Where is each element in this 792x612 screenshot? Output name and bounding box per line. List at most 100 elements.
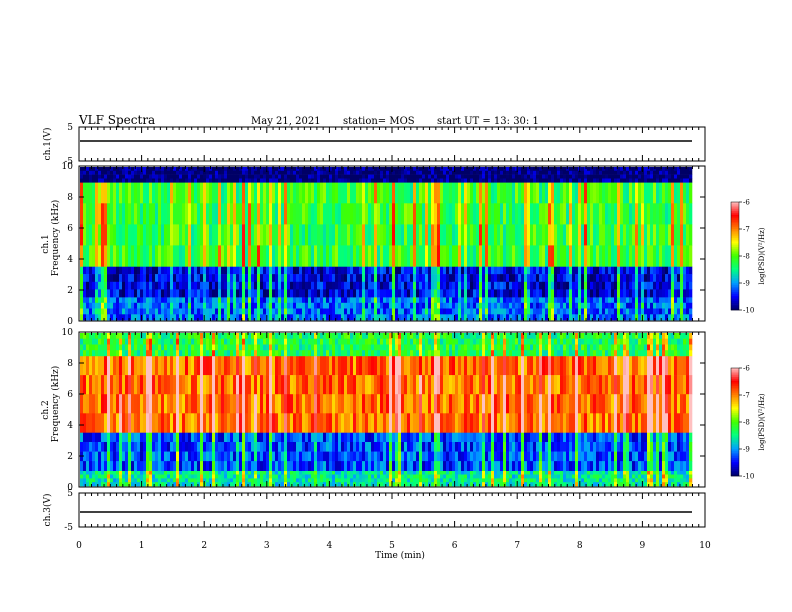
spectrogram-cell (332, 266, 336, 275)
spectrogram-cell (611, 182, 615, 204)
spectrogram-cell (428, 289, 432, 298)
spectrogram-cell (356, 224, 360, 246)
spectrogram-cell (335, 344, 339, 351)
spectrogram-cell (554, 245, 558, 267)
spectrogram-cell (641, 302, 645, 309)
spectrogram-cell (137, 375, 141, 395)
spectrogram-cell (575, 203, 579, 225)
spectrogram-cell (656, 289, 660, 298)
spectrogram-cell (572, 314, 576, 321)
spectrogram-cell (533, 224, 537, 246)
spectrogram-cell (383, 182, 387, 204)
spectrogram-cell (398, 375, 402, 395)
spectrogram-cell (203, 451, 207, 462)
spectrogram-cell (158, 266, 162, 275)
spectrogram-cell (503, 289, 507, 298)
spectrogram-cell (446, 174, 450, 179)
spectrogram-cell (530, 281, 534, 290)
spectrogram-cell (215, 182, 219, 204)
spectrogram-cell (200, 350, 204, 357)
spectrogram-cell (263, 314, 267, 321)
spectrogram-cell (569, 281, 573, 290)
spectrogram-cell (86, 170, 90, 175)
spectrogram-cell (512, 178, 516, 183)
spectrogram-cell (140, 174, 144, 179)
spectrogram-cell (359, 245, 363, 267)
spectrogram-cell (170, 178, 174, 183)
spectrogram-cell (329, 302, 333, 309)
spectrogram-cell (494, 302, 498, 309)
spectrogram-cell (125, 314, 129, 321)
spectrogram-cell (401, 413, 405, 433)
spectrogram-cell (386, 432, 390, 443)
spectrogram-cell (680, 297, 684, 304)
spectrogram-cell (98, 413, 102, 433)
spectrogram-cell (251, 182, 255, 204)
spectrogram-cell (527, 314, 531, 321)
spectrogram-cell (449, 281, 453, 290)
spectrogram-cell (437, 178, 441, 183)
spectrogram-cell (92, 350, 96, 357)
spectrogram-cell (356, 470, 360, 475)
spectrogram-cell (488, 203, 492, 225)
spectrogram-cell (440, 224, 444, 246)
spectrogram-cell (80, 478, 84, 483)
spectrogram-cell (290, 314, 294, 321)
spectrogram-cell (104, 432, 108, 443)
spectrogram-cell (680, 245, 684, 267)
spectrogram-cell (209, 308, 213, 315)
spectrogram-cell (239, 375, 243, 395)
spectrogram-cell (302, 470, 306, 475)
spectrogram-cell (458, 266, 462, 275)
spectrogram-cell (620, 266, 624, 275)
spectrogram-cell (80, 474, 84, 479)
spectrogram-cell (128, 178, 132, 183)
spectrogram-cell (194, 432, 198, 443)
spectrogram-cell (266, 482, 270, 487)
spectrogram-cell (329, 266, 333, 275)
spectrogram-cell (425, 182, 429, 204)
spectrogram-cell (386, 451, 390, 462)
spectrogram-cell (503, 314, 507, 321)
spectrogram-cell (299, 314, 303, 321)
spectrogram-cell (497, 281, 501, 290)
spectrogram-cell (359, 478, 363, 483)
spectrogram-cell (113, 470, 117, 475)
spectrogram-cell (272, 170, 276, 175)
spectrogram-cell (263, 308, 267, 315)
spectrogram-cell (368, 470, 372, 475)
spectrogram-cell (260, 174, 264, 179)
spectrogram-cell (491, 245, 495, 267)
spectrogram-cell (602, 266, 606, 275)
spectrogram-cell (632, 314, 636, 321)
spectrogram-cell (83, 442, 87, 452)
spectrogram-cell (617, 170, 621, 175)
spectrogram-cell (389, 308, 393, 315)
spectrogram-cell (236, 333, 240, 339)
spectrogram-cell (584, 224, 588, 246)
spectrogram-cell (143, 178, 147, 183)
spectrogram-cell (293, 333, 297, 339)
spectrogram-cell (242, 338, 246, 345)
spectrogram-cell (215, 344, 219, 351)
spectrogram-cell (581, 289, 585, 298)
spectrogram-cell (644, 289, 648, 298)
spectrogram-cell (251, 203, 255, 225)
spectrogram-cell (104, 482, 108, 487)
spectrogram-cell (98, 470, 102, 475)
spectrogram-cell (158, 413, 162, 433)
spectrogram-cell (617, 289, 621, 298)
spectrogram-cell (365, 474, 369, 479)
spectrogram-cell (185, 333, 189, 339)
spectrogram-cell (371, 281, 375, 290)
spectrogram-cell (641, 224, 645, 246)
spectrogram-cell (170, 350, 174, 357)
spectrogram-cell (89, 289, 93, 298)
spectrogram-cell (359, 470, 363, 475)
spectrogram-cell (386, 266, 390, 275)
spectrogram-cell (113, 478, 117, 483)
spectrogram-cell (653, 170, 657, 175)
spectrogram-cell (386, 394, 390, 414)
spectrogram-cell (164, 338, 168, 345)
spectrogram-cell (152, 451, 156, 462)
